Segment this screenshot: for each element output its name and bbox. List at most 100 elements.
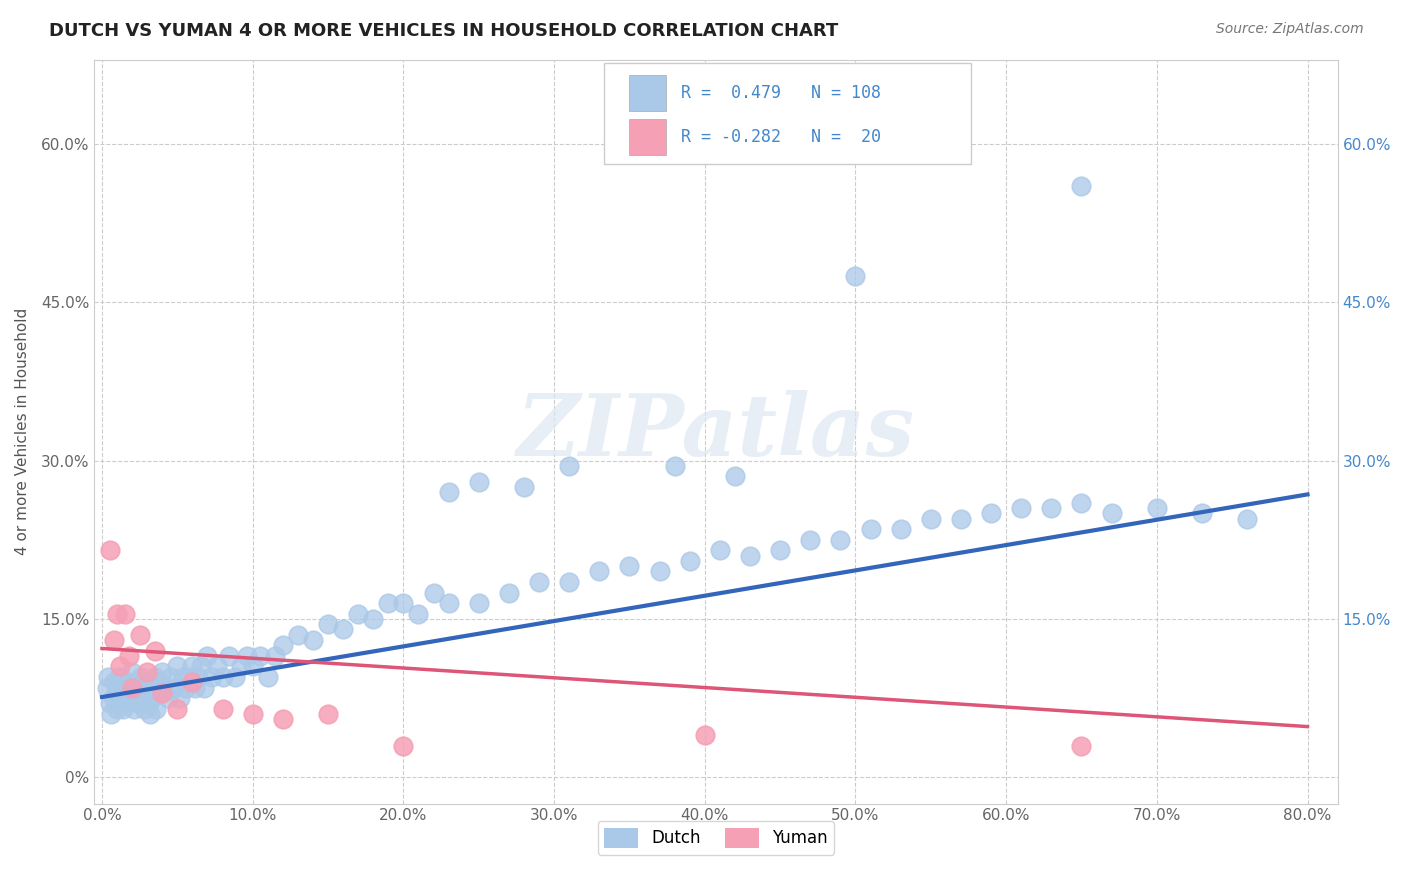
Point [242,659,264,673]
Point [1236,511,1258,525]
Point [98,697,121,711]
Point [437,485,460,500]
Point [139,706,162,721]
Point [1101,507,1123,521]
Point [160,670,183,684]
Point [1146,501,1168,516]
Point [184,681,207,695]
Point [1040,501,1063,516]
Point [264,648,287,663]
FancyBboxPatch shape [605,63,972,164]
Point [143,643,166,657]
Point [97,670,120,684]
Point [249,648,271,663]
Point [110,691,132,706]
Point [218,648,240,663]
Text: R =  0.479   N = 108: R = 0.479 N = 108 [682,84,882,102]
Y-axis label: 4 or more Vehicles in Household: 4 or more Vehicles in Household [15,308,30,555]
Point [141,691,163,706]
Point [163,681,186,695]
Point [890,522,912,536]
Point [114,686,136,700]
Point [437,596,460,610]
Point [392,739,415,753]
Point [287,628,309,642]
Point [211,670,233,684]
Point [513,480,536,494]
Point [128,628,150,642]
Point [235,648,257,663]
Point [107,670,129,684]
Point [799,533,821,547]
Point [1010,501,1032,516]
Point [127,697,149,711]
Point [193,681,215,695]
Point [769,543,792,558]
Point [150,665,173,679]
Point [134,701,156,715]
Point [100,706,122,721]
Point [121,681,143,695]
Point [498,585,520,599]
Point [169,691,191,706]
Text: R = -0.282   N =  20: R = -0.282 N = 20 [682,128,882,145]
Point [96,681,118,695]
Point [392,596,415,610]
Text: DUTCH VS YUMAN 4 OR MORE VEHICLES IN HOUSEHOLD CORRELATION CHART: DUTCH VS YUMAN 4 OR MORE VEHICLES IN HOU… [49,22,838,40]
Point [205,659,228,673]
Point [136,665,159,679]
Point [361,612,384,626]
Point [229,659,252,673]
Point [949,511,972,525]
Point [120,681,142,695]
Point [176,681,198,695]
Point [197,648,219,663]
Point [166,701,188,715]
Point [105,701,128,715]
Point [114,607,136,621]
Point [830,533,852,547]
Point [408,607,430,621]
Point [125,686,148,700]
Point [347,607,370,621]
Point [129,670,152,684]
Point [1070,496,1092,510]
Point [179,670,201,684]
Point [1070,179,1092,194]
Point [148,675,170,690]
Point [422,585,444,599]
Point [467,596,489,610]
Point [980,507,1002,521]
Point [316,706,339,721]
Point [104,686,127,700]
Point [187,670,209,684]
Point [664,458,686,473]
Point [467,475,489,489]
Point [105,607,128,621]
Point [844,268,866,283]
Point [181,659,204,673]
Point [1070,739,1092,753]
Point [271,712,294,726]
Point [648,565,671,579]
Point [201,670,224,684]
FancyBboxPatch shape [628,119,666,154]
Point [302,633,325,648]
Point [145,701,167,715]
Point [128,681,150,695]
Point [138,697,160,711]
Point [242,706,264,721]
Point [377,596,399,610]
Point [558,458,581,473]
Point [146,686,169,700]
Point [103,675,125,690]
Point [332,623,354,637]
Point [150,686,173,700]
Point [122,701,145,715]
Point [859,522,882,536]
Point [738,549,761,563]
Point [135,686,157,700]
Text: ZIPatlas: ZIPatlas [517,390,915,474]
Point [98,543,121,558]
Point [118,648,141,663]
